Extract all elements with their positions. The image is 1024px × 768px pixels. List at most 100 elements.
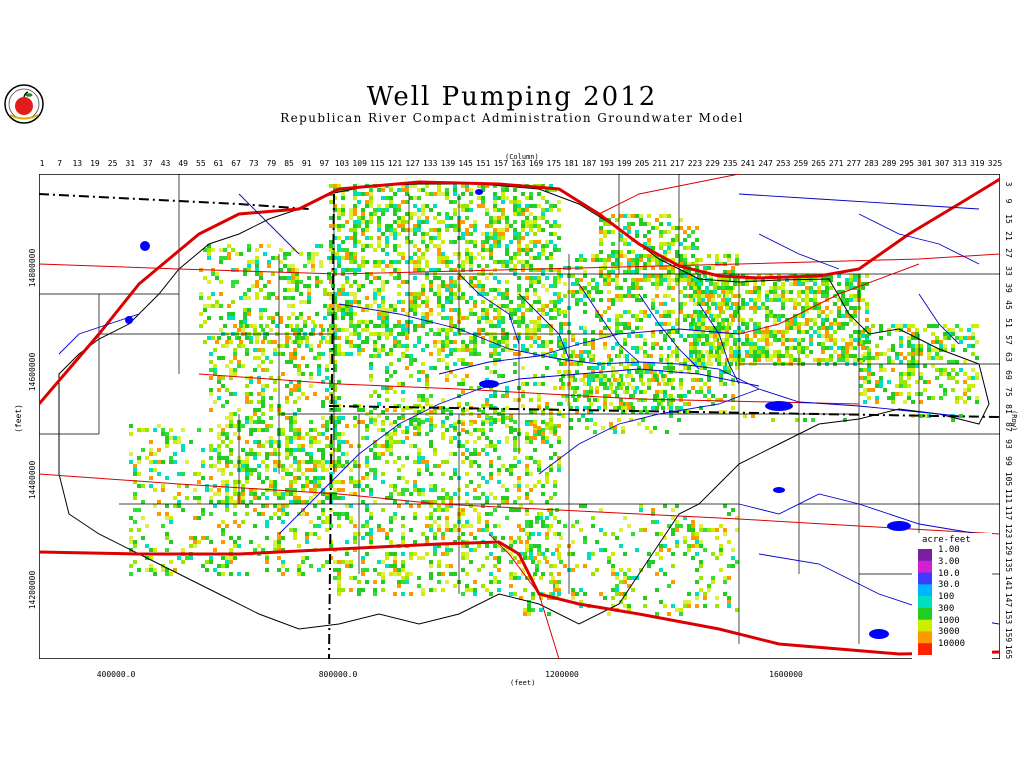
pumping-cell — [319, 324, 323, 328]
pumping-cell — [373, 340, 377, 344]
pumping-cell — [207, 244, 211, 248]
pumping-cell — [165, 504, 169, 508]
pumping-cell — [269, 404, 273, 408]
pumping-cell — [421, 240, 425, 244]
pumping-cell — [381, 280, 385, 284]
pumping-cell — [393, 248, 397, 252]
pumping-cell — [357, 592, 361, 596]
row-tick-label: 27 — [1004, 248, 1013, 259]
pumping-cell — [615, 584, 619, 588]
pumping-cell — [165, 536, 169, 540]
pumping-cell — [865, 274, 869, 278]
pumping-cell — [309, 376, 313, 380]
pumping-cell — [927, 356, 931, 360]
pumping-cell — [289, 464, 293, 468]
pumping-cell — [723, 254, 727, 258]
pumping-cell — [389, 308, 393, 312]
pumping-cell — [485, 312, 489, 316]
pumping-cell — [805, 298, 809, 302]
pumping-cell — [321, 400, 325, 404]
pumping-cell — [947, 360, 951, 364]
pumping-cell — [525, 496, 529, 500]
pumping-cell — [329, 376, 333, 380]
pumping-cell — [295, 336, 299, 340]
map-title: Well Pumping 2012 — [366, 82, 658, 112]
pumping-cell — [265, 356, 269, 360]
pumping-cell — [437, 504, 441, 508]
pumping-cell — [773, 354, 777, 358]
pumping-cell — [611, 346, 615, 350]
pumping-cell — [765, 338, 769, 342]
pumping-cell — [753, 290, 757, 294]
pumping-cell — [549, 224, 553, 228]
pumping-cell — [393, 428, 397, 432]
pumping-cell — [687, 370, 691, 374]
pumping-cell — [413, 252, 417, 256]
pumping-cell — [289, 324, 293, 328]
pumping-cell — [425, 552, 429, 556]
pumping-cell — [551, 592, 555, 596]
pumping-cell — [329, 184, 333, 188]
pumping-cell — [489, 472, 493, 476]
pumping-cell — [277, 504, 281, 508]
pumping-cell — [689, 346, 693, 350]
pumping-cell — [301, 560, 305, 564]
pumping-cell — [519, 596, 523, 600]
pumping-cell — [255, 292, 259, 296]
pumping-cell — [655, 572, 659, 576]
pumping-cell — [259, 316, 263, 320]
pumping-cell — [643, 528, 647, 532]
pumping-cell — [385, 208, 389, 212]
pumping-cell — [505, 260, 509, 264]
pumping-cell — [235, 252, 239, 256]
pumping-cell — [267, 340, 271, 344]
pumping-cell — [413, 260, 417, 264]
pumping-cell — [963, 400, 967, 404]
pumping-cell — [939, 344, 943, 348]
pumping-cell — [541, 524, 545, 528]
pumping-cell — [349, 516, 353, 520]
pumping-cell — [417, 224, 421, 228]
pumping-cell — [717, 354, 721, 358]
pumping-cell — [501, 196, 505, 200]
pumping-cell — [389, 362, 393, 366]
pumping-cell — [529, 228, 533, 232]
pumping-cell — [233, 512, 237, 516]
pumping-cell — [553, 232, 557, 236]
pumping-cell — [615, 318, 619, 322]
pumping-cell — [615, 262, 619, 266]
pumping-cell — [433, 244, 437, 248]
pumping-cell — [505, 252, 509, 256]
pumping-cell — [971, 344, 975, 348]
pumping-cell — [377, 444, 381, 448]
pumping-cell — [271, 316, 275, 320]
pumping-cell — [469, 308, 473, 312]
pumping-cell — [261, 384, 265, 388]
pumping-cell — [353, 524, 357, 528]
pumping-cell — [269, 396, 273, 400]
pumping-cell — [709, 282, 713, 286]
pumping-cell — [373, 260, 377, 264]
pumping-cell — [445, 316, 449, 320]
pumping-cell — [485, 236, 489, 240]
pumping-cell — [393, 484, 397, 488]
pumping-cell — [705, 342, 709, 346]
pumping-cell — [307, 256, 311, 260]
pumping-cell — [409, 256, 413, 260]
pumping-cell — [643, 262, 647, 266]
pumping-cell — [329, 256, 333, 260]
pumping-cell — [501, 500, 505, 504]
pumping-cell — [773, 282, 777, 286]
pumping-cell — [169, 436, 173, 440]
pumping-cell — [683, 540, 687, 544]
pumping-cell — [365, 508, 369, 512]
pumping-cell — [229, 548, 233, 552]
pumping-cell — [745, 350, 749, 354]
pumping-cell — [281, 548, 285, 552]
pumping-cell — [845, 282, 849, 286]
pumping-cell — [655, 588, 659, 592]
pumping-cell — [243, 272, 247, 276]
pumping-cell — [259, 244, 263, 248]
pumping-cell — [533, 340, 537, 344]
pumping-cell — [679, 612, 683, 616]
